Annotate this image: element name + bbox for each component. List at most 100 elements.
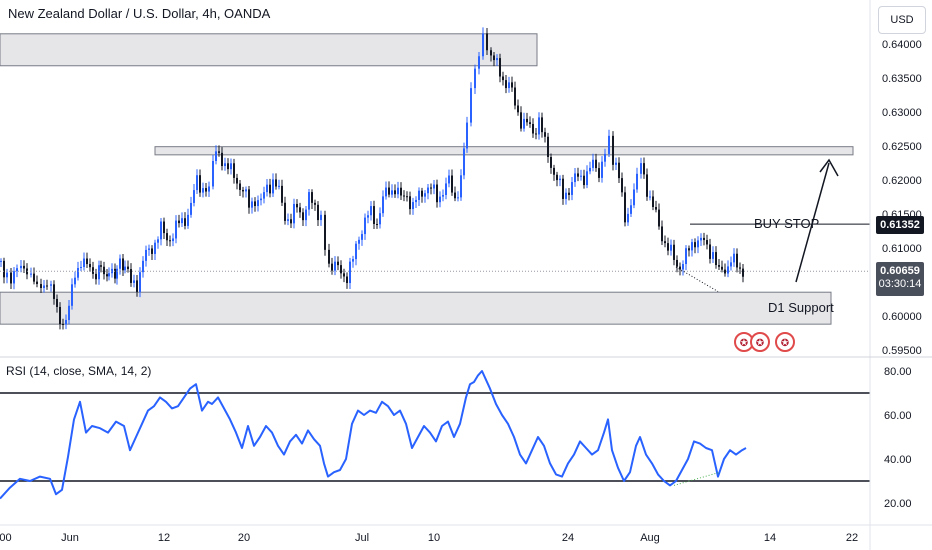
candle-body bbox=[6, 272, 8, 278]
candle-body bbox=[448, 175, 450, 184]
candle-body bbox=[181, 218, 183, 224]
rsi-series-line bbox=[0, 370, 747, 500]
price-tick-label: 0.59500 bbox=[882, 345, 922, 357]
candle-body bbox=[529, 122, 531, 124]
candle-body bbox=[463, 148, 465, 176]
candle-body bbox=[236, 177, 238, 184]
candle-body bbox=[349, 261, 351, 284]
candle-body bbox=[688, 248, 690, 251]
candle-body bbox=[136, 280, 138, 292]
candle-body bbox=[59, 306, 61, 325]
candle-body bbox=[224, 163, 226, 167]
candle-body bbox=[571, 182, 573, 195]
candle-body bbox=[130, 269, 132, 283]
candle-body bbox=[108, 273, 110, 277]
candle-body bbox=[208, 186, 210, 192]
candle-body bbox=[127, 266, 129, 270]
candle-body bbox=[739, 267, 741, 269]
candle-body bbox=[541, 117, 543, 133]
candle-body bbox=[227, 163, 229, 170]
candle-body bbox=[221, 152, 223, 167]
candle-body bbox=[154, 242, 156, 254]
candle-body bbox=[269, 184, 271, 194]
candle-body bbox=[215, 151, 217, 162]
candle-body bbox=[142, 260, 144, 273]
candle-body bbox=[163, 221, 165, 234]
time-tick-label: 10 bbox=[428, 532, 440, 544]
candle-body bbox=[478, 56, 480, 69]
candle-body bbox=[278, 185, 280, 187]
price-tick-label: 0.63000 bbox=[882, 107, 922, 119]
us-event-flag-icon[interactable]: ✪ bbox=[750, 332, 770, 352]
candle-body bbox=[281, 185, 283, 203]
price-divergence-line bbox=[675, 266, 719, 292]
candle-body bbox=[139, 272, 141, 292]
candle-body bbox=[727, 266, 729, 274]
candle-body bbox=[643, 163, 645, 175]
candle-body bbox=[556, 174, 558, 181]
candle-body bbox=[361, 234, 363, 240]
candle-body bbox=[615, 162, 617, 165]
candle-body bbox=[248, 189, 250, 208]
candle-body bbox=[553, 167, 555, 175]
candle-body bbox=[352, 259, 354, 262]
candle-body bbox=[427, 187, 429, 194]
time-tick-label: 24 bbox=[562, 532, 574, 544]
candle-body bbox=[275, 179, 277, 187]
candle-body bbox=[706, 240, 708, 245]
candle-body bbox=[251, 201, 253, 208]
us-event-flag-icon[interactable]: ✪ bbox=[775, 332, 795, 352]
candle-body bbox=[95, 273, 97, 280]
candle-body bbox=[460, 175, 462, 198]
candle-body bbox=[205, 188, 207, 192]
candle-body bbox=[627, 213, 629, 223]
candle-body bbox=[379, 213, 381, 225]
candle-body bbox=[187, 214, 189, 226]
candle-body bbox=[218, 151, 220, 153]
candle-body bbox=[457, 197, 459, 199]
candle-body bbox=[160, 221, 162, 240]
candle-body bbox=[505, 80, 507, 89]
candle-body bbox=[36, 281, 38, 285]
candle-body bbox=[482, 33, 484, 57]
candle-body bbox=[346, 276, 348, 284]
candle-body bbox=[114, 268, 116, 279]
candle-body bbox=[106, 274, 108, 277]
candle-body bbox=[33, 273, 35, 282]
buy-stop-price-tag: 0.61352 bbox=[876, 216, 924, 234]
candle-body bbox=[640, 163, 642, 174]
candle-body bbox=[62, 324, 64, 326]
time-tick-label: 14 bbox=[764, 532, 776, 544]
candle-body bbox=[355, 243, 357, 260]
candle-body bbox=[3, 260, 5, 278]
price-tick-label: 0.61000 bbox=[882, 243, 922, 255]
candle-body bbox=[502, 76, 504, 81]
candle-body bbox=[544, 132, 546, 137]
candle-body bbox=[71, 284, 73, 306]
candle-body bbox=[415, 199, 417, 203]
candle-body bbox=[30, 273, 32, 275]
candle-body bbox=[83, 258, 85, 267]
candle-body bbox=[175, 220, 177, 239]
candle-body bbox=[293, 203, 295, 224]
candle-body bbox=[535, 133, 537, 135]
candle-body bbox=[148, 248, 150, 250]
candle-body bbox=[190, 202, 192, 215]
candle-body bbox=[257, 200, 259, 207]
candle-body bbox=[343, 273, 345, 277]
candle-body bbox=[595, 159, 597, 169]
candle-body bbox=[184, 218, 186, 226]
candle-body bbox=[337, 261, 339, 266]
candle-body bbox=[424, 193, 426, 197]
candle-body bbox=[514, 87, 516, 106]
candle-body bbox=[633, 189, 635, 206]
candle-body bbox=[470, 88, 472, 123]
candle-body bbox=[667, 243, 669, 251]
candle-body bbox=[412, 202, 414, 210]
currency-badge[interactable]: USD bbox=[878, 6, 926, 34]
candle-body bbox=[496, 58, 498, 61]
candle-body bbox=[508, 82, 510, 89]
candle-body bbox=[100, 265, 102, 267]
candle-body bbox=[212, 161, 214, 187]
